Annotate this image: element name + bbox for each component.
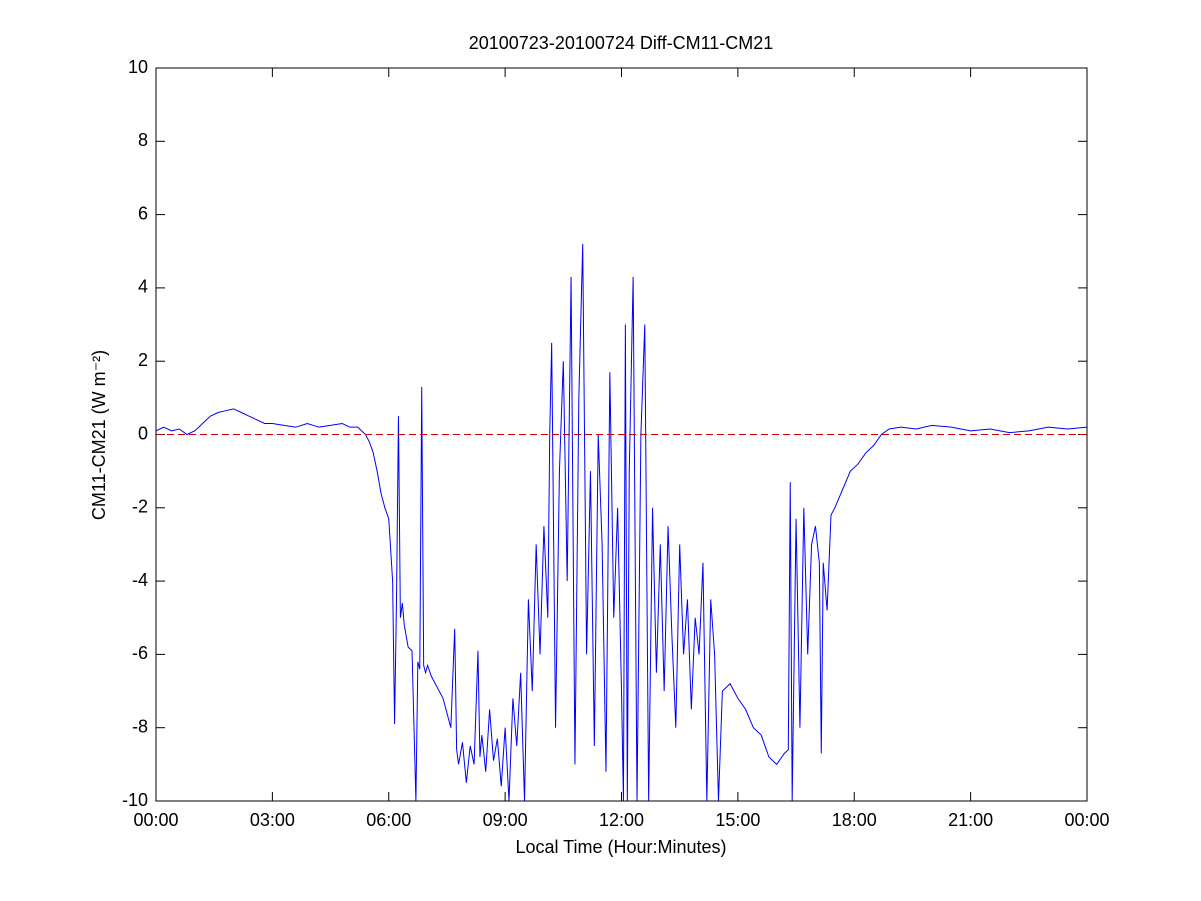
y-axis-label: CM11-CM21 (W m⁻²) <box>89 350 109 520</box>
x-tick-label: 00:00 <box>1064 810 1109 830</box>
data-line <box>156 243 1087 801</box>
x-tick-label: 15:00 <box>715 810 760 830</box>
x-tick-label: 09:00 <box>483 810 528 830</box>
y-tick-label: 0 <box>138 423 148 443</box>
x-tick-label: 18:00 <box>832 810 877 830</box>
x-tick-label: 00:00 <box>133 810 178 830</box>
y-tick-label: 4 <box>138 277 148 297</box>
y-tick-label: 10 <box>128 57 148 77</box>
x-tick-label: 12:00 <box>599 810 644 830</box>
x-tick-label: 03:00 <box>250 810 295 830</box>
y-tick-label: -6 <box>132 643 148 663</box>
y-tick-label: -2 <box>132 497 148 517</box>
y-tick-label: 6 <box>138 203 148 223</box>
y-tick-label: -10 <box>122 790 148 810</box>
y-tick-label: -8 <box>132 716 148 736</box>
chart-title: 20100723-20100724 Diff-CM11-CM21 <box>469 33 774 53</box>
plot-frame <box>155 67 1088 802</box>
x-tick-label: 21:00 <box>948 810 993 830</box>
x-axis-label: Local Time (Hour:Minutes) <box>515 837 726 857</box>
x-tick-label: 06:00 <box>366 810 411 830</box>
y-tick-label: 2 <box>138 350 148 370</box>
y-tick-label: 8 <box>138 130 148 150</box>
y-tick-label: -4 <box>132 570 148 590</box>
